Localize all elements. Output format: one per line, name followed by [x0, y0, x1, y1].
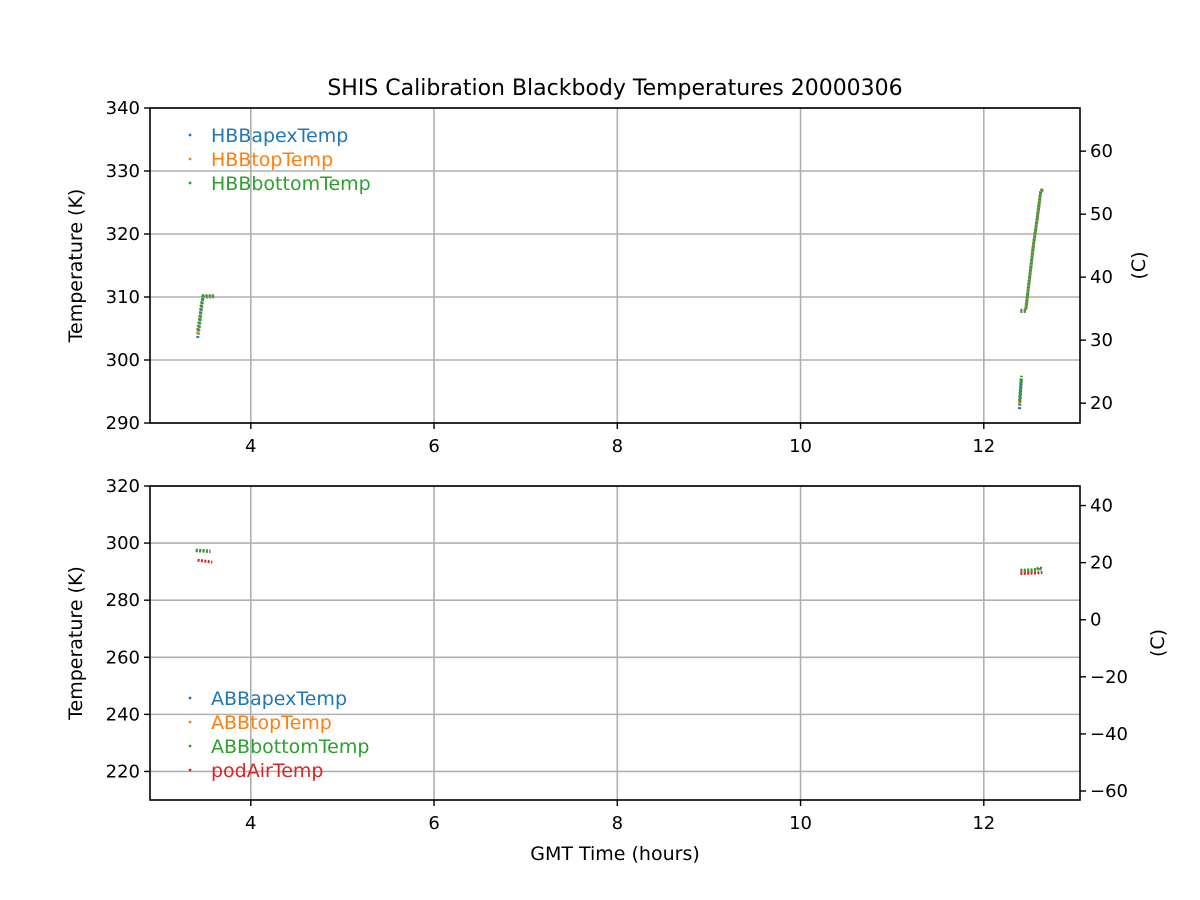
x-tick-label: 10	[789, 436, 812, 457]
y-tick-label: 300	[106, 533, 140, 554]
y-tick-label: 320	[106, 476, 140, 497]
y-tick-label: 290	[106, 413, 140, 434]
y-right-tick-label: −60	[1090, 781, 1128, 802]
series-marks-HBBbottomTemp	[1024, 187, 1044, 309]
legend-label: HBBtopTemp	[211, 149, 333, 171]
y-tick-label: 280	[106, 590, 140, 611]
y-right-tick-label: −40	[1090, 724, 1128, 745]
chart-title: SHIS Calibration Blackbody Temperatures …	[327, 76, 902, 101]
legend-marker	[188, 157, 192, 161]
y-right-axis-label: (C)	[1147, 629, 1169, 657]
series-marks-HBBbottomTemp	[1018, 375, 1023, 402]
x-tick-label: 8	[612, 436, 623, 457]
y-right-axis-label: (C)	[1128, 251, 1150, 279]
x-tick-label: 12	[972, 436, 995, 457]
legend-marker	[188, 133, 192, 137]
y-tick-label: 220	[106, 761, 140, 782]
y-right-tick-label: 60	[1090, 141, 1113, 162]
legend-marker	[188, 181, 192, 185]
series-marks-podAirTemp	[197, 558, 213, 564]
legend-marker	[188, 696, 192, 700]
y-axis-label: Temperature (K)	[65, 566, 87, 721]
series-marks-ABBbottomTemp	[195, 548, 211, 553]
x-tick-label: 6	[428, 813, 439, 834]
y-right-tick-label: 30	[1090, 330, 1113, 351]
x-tick-label: 8	[612, 813, 623, 834]
y-tick-label: 330	[106, 161, 140, 182]
x-tick-label: 10	[789, 813, 812, 834]
legend-marker	[188, 744, 192, 748]
plot-frame	[149, 107, 1081, 424]
bottom-panel-abb: 4 6 8 10 12 220 240 260 280 300 320 −60 −40 −20 0 20 40 T…	[65, 476, 1169, 834]
series-marks-HBBapexTemp	[1018, 378, 1023, 410]
y-axis-label: Temperature (K)	[65, 189, 87, 344]
y-right-tick-label: 40	[1090, 267, 1113, 288]
x-tick-label: 12	[972, 813, 995, 834]
series-marks-HBBbottomTemp	[196, 294, 215, 331]
legend-marker	[188, 720, 192, 724]
legend-label: HBBapexTemp	[211, 125, 348, 147]
y-tick-label: 320	[106, 224, 140, 245]
x-tick-label: 4	[245, 436, 256, 457]
y-right-tick-label: 20	[1090, 553, 1113, 574]
legend-label: ABBbottomTemp	[211, 736, 369, 758]
y-right-tick-label: 50	[1090, 204, 1113, 225]
y-right-tick-label: 0	[1090, 610, 1101, 631]
plot-frame	[149, 485, 1081, 801]
y-tick-label: 310	[106, 287, 140, 308]
series-marks-podAirTemp	[1020, 571, 1043, 576]
x-tick-label: 6	[428, 436, 439, 457]
x-axis-label: GMT Time (hours)	[530, 843, 700, 865]
top-panel-hbb: 4 6 8 10 12 290 300 310 320 330 340 20 30 40 50 60 Tempe…	[65, 98, 1150, 457]
x-tick-label: 4	[245, 813, 256, 834]
legend-label: podAirTemp	[211, 760, 323, 782]
y-right-tick-label: 40	[1090, 496, 1113, 517]
y-tick-label: 340	[106, 98, 140, 119]
y-tick-label: 260	[106, 647, 140, 668]
y-tick-label: 240	[106, 704, 140, 725]
y-tick-label: 300	[106, 350, 140, 371]
y-right-tick-label: 20	[1090, 393, 1113, 414]
legend-label: HBBbottomTemp	[211, 173, 371, 195]
legend-label: ABBapexTemp	[211, 688, 347, 710]
legend-label: ABBtopTemp	[211, 712, 332, 734]
y-right-tick-label: −20	[1090, 667, 1128, 688]
series-marks-ABBbottomTemp	[1020, 565, 1043, 572]
legend-marker	[188, 768, 192, 772]
